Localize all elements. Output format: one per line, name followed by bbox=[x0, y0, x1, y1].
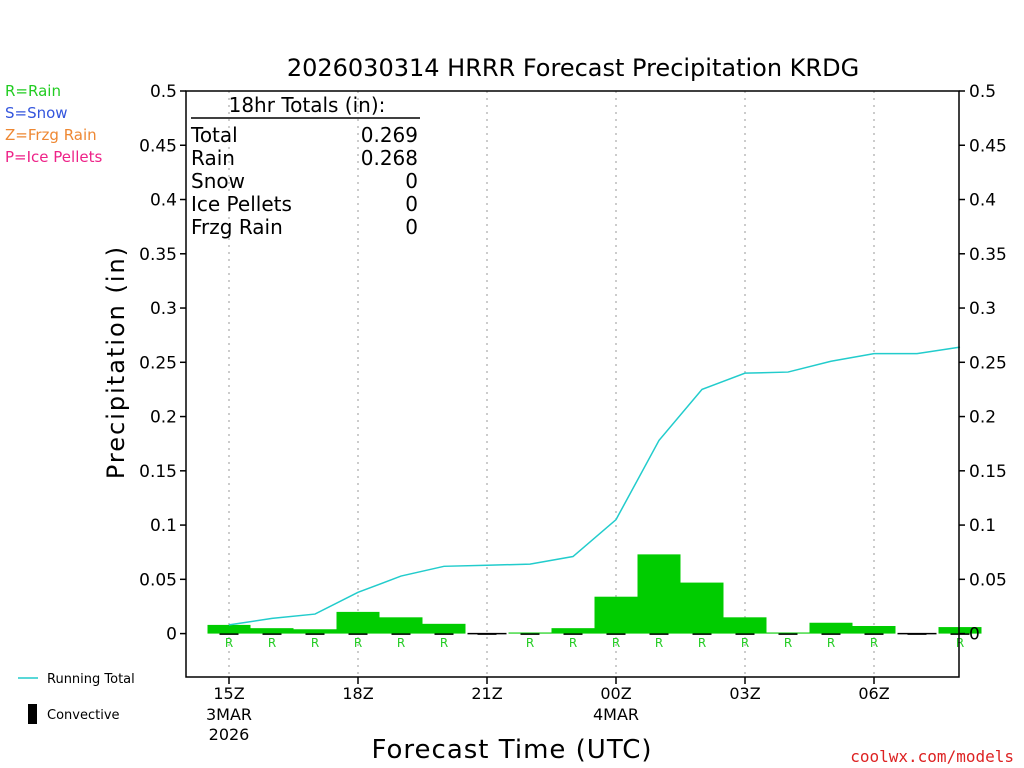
x-tick-label-06z: 06Z bbox=[858, 684, 889, 703]
y-tick-label-left: 0.5 bbox=[150, 82, 177, 102]
totals-header: 18hr Totals (in): bbox=[229, 93, 386, 117]
ptype-mark-01z: R bbox=[655, 636, 663, 650]
convective-legend-swatch bbox=[28, 704, 37, 724]
ptype-mark-06z: R bbox=[870, 636, 878, 650]
ptype-legend-ice-pellets: P=Ice Pellets bbox=[5, 148, 103, 166]
bar-20z bbox=[422, 623, 466, 634]
bar-16z bbox=[250, 628, 294, 634]
ptype-mark-17z: R bbox=[311, 636, 319, 650]
y-tick-label-left: 0.05 bbox=[139, 570, 177, 590]
ptype-mark-08z: R bbox=[956, 636, 964, 650]
y-tick-label-left: 0.2 bbox=[150, 408, 177, 428]
totals-value-rain: 0.268 bbox=[361, 146, 418, 170]
ptype-legend-frzg-rain: Z=Frzg Rain bbox=[5, 126, 97, 144]
plot-frame bbox=[185, 90, 960, 678]
ptype-mark-22z: R bbox=[526, 636, 534, 650]
bottom-legend: Running Total Convective bbox=[18, 672, 135, 724]
ptype-mark-16z: R bbox=[268, 636, 276, 650]
bar-02z bbox=[680, 582, 724, 634]
credit-text: coolwx.com/models bbox=[850, 747, 1014, 766]
totals-value-snow: 0 bbox=[405, 169, 418, 193]
bar-23z bbox=[551, 628, 595, 634]
ptype-mark-18z: R bbox=[354, 636, 362, 650]
y-tick-label-left: 0.1 bbox=[150, 516, 177, 536]
ptype-legend-rain: R=Rain bbox=[5, 82, 61, 100]
totals-box: 18hr Totals (in): Total 0.269 Rain 0.268… bbox=[190, 93, 420, 239]
x-tick-label-21z: 21Z bbox=[471, 684, 502, 703]
y-tick-label-right: 0.25 bbox=[969, 353, 1007, 373]
x-axis-label: Forecast Time (UTC) bbox=[371, 735, 652, 765]
y-tick-label-right: 0.15 bbox=[969, 462, 1007, 482]
totals-label-frzg-rain: Frzg Rain bbox=[191, 215, 283, 239]
y-tick-label-right: 0.5 bbox=[969, 82, 996, 102]
totals-label-rain: Rain bbox=[191, 146, 235, 170]
x-tick-label-15z: 15Z bbox=[213, 684, 244, 703]
y-tick-label-right: 0.45 bbox=[969, 136, 1007, 156]
ptype-legend: R=Rain S=Snow Z=Frzg Rain P=Ice Pellets bbox=[5, 80, 102, 168]
y-tick-label-right: 0.2 bbox=[969, 408, 996, 428]
bar-00z bbox=[594, 596, 638, 634]
x-tick-sublabel: 4MAR bbox=[593, 705, 639, 724]
ptype-mark-00z: R bbox=[612, 636, 620, 650]
y-tick-label-right: 0.35 bbox=[969, 245, 1007, 265]
totals-label-ice-pellets: Ice Pellets bbox=[191, 192, 292, 216]
totals-value-total: 0.269 bbox=[361, 123, 418, 147]
bar-15z bbox=[207, 624, 251, 634]
ptype-mark-15z: R bbox=[225, 636, 233, 650]
running-total-line bbox=[228, 346, 961, 626]
totals-label-snow: Snow bbox=[191, 169, 245, 193]
x-tick-label-03z: 03Z bbox=[729, 684, 760, 703]
ptype-mark-23z: R bbox=[569, 636, 577, 650]
ptype-mark-03z: R bbox=[741, 636, 749, 650]
bar-18z bbox=[336, 611, 380, 634]
bar-22z bbox=[508, 632, 552, 634]
x-tick-label-18z: 18Z bbox=[342, 684, 373, 703]
y-tick-label-left: 0.3 bbox=[150, 299, 177, 319]
totals-label-total: Total bbox=[190, 123, 238, 147]
bar-08z bbox=[938, 627, 982, 634]
totals-value-frzg-rain: 0 bbox=[405, 215, 418, 239]
y-tick-label-left: 0.45 bbox=[139, 136, 177, 156]
x-tick-sublabel: 2026 bbox=[209, 725, 250, 744]
totals-value-ice-pellets: 0 bbox=[405, 192, 418, 216]
y-tick-label-left: 0.4 bbox=[150, 191, 177, 211]
bar-06z bbox=[852, 625, 896, 634]
y-tick-label-right: 0.3 bbox=[969, 299, 996, 319]
ptype-mark-19z: R bbox=[397, 636, 405, 650]
ptype-mark-20z: R bbox=[440, 636, 448, 650]
y-tick-label-right: 0.05 bbox=[969, 570, 1007, 590]
ptype-mark-04z: R bbox=[784, 636, 792, 650]
y-tick-label-left: 0.15 bbox=[139, 462, 177, 482]
bar-05z bbox=[809, 622, 853, 634]
bar-01z bbox=[637, 554, 681, 634]
ptype-legend-snow: S=Snow bbox=[5, 104, 68, 122]
y-tick-label-left: 0.35 bbox=[139, 245, 177, 265]
convective-legend-label: Convective bbox=[47, 708, 120, 723]
x-tick-label-00z: 00Z bbox=[600, 684, 631, 703]
y-tick-label-right: 0.1 bbox=[969, 516, 996, 536]
y-tick-label-right: 0.4 bbox=[969, 191, 996, 211]
y-tick-label-left: 0 bbox=[166, 625, 177, 645]
bar-19z bbox=[379, 617, 423, 634]
bar-17z bbox=[293, 629, 337, 634]
ptype-mark-05z: R bbox=[827, 636, 835, 650]
y-tick-label-left: 0.25 bbox=[139, 353, 177, 373]
x-tick-sublabel: 3MAR bbox=[206, 705, 252, 724]
bar-04z bbox=[766, 632, 810, 634]
y-axis-label: Precipitation (in) bbox=[102, 245, 130, 479]
running-total-legend-label: Running Total bbox=[47, 672, 135, 687]
ptype-mark-02z: R bbox=[698, 636, 706, 650]
bar-03z bbox=[723, 617, 767, 634]
chart-title: 2026030314 HRRR Forecast Precipitation K… bbox=[287, 54, 859, 82]
y-tick-label-right: 0 bbox=[969, 625, 980, 645]
